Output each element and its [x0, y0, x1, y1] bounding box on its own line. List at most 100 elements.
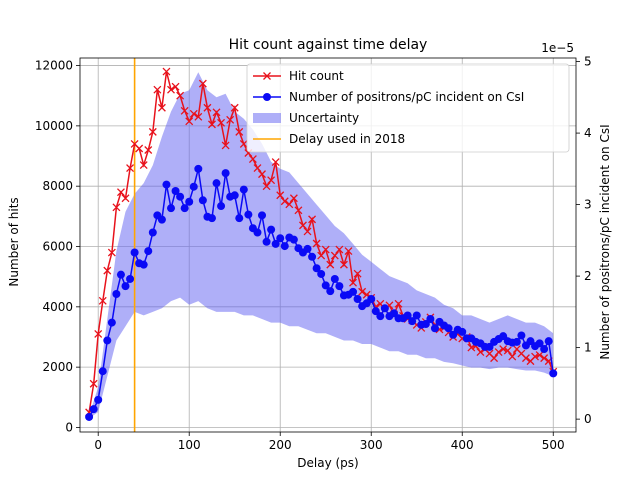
series-point: [394, 299, 403, 308]
series-point: [508, 352, 517, 361]
series-point: [535, 351, 544, 360]
series-point: [531, 352, 540, 361]
series-point: [335, 282, 344, 291]
series-point: [408, 317, 417, 326]
series-point: [317, 269, 326, 278]
series-point: [262, 237, 271, 246]
series-point: [253, 228, 262, 237]
series-point: [139, 260, 148, 269]
y2-axis-ticks: 0 1 2 3 4 5: [576, 55, 592, 426]
series-point: [412, 311, 421, 320]
legend-label: Hit count: [289, 69, 344, 83]
series-point: [308, 252, 317, 261]
y-tick-label: 2000: [42, 360, 73, 374]
series-point: [289, 235, 298, 244]
series-point: [258, 170, 266, 179]
y-tick-label: 0: [65, 420, 73, 434]
series-point: [194, 164, 203, 173]
series-point: [107, 248, 116, 257]
series-point: [130, 248, 139, 257]
series-point: [167, 204, 176, 213]
series-point: [549, 369, 558, 378]
series-point: [430, 324, 439, 333]
series-point: [139, 161, 148, 170]
series-point: [403, 311, 412, 320]
legend-box: [246, 63, 570, 153]
series-point: [221, 141, 230, 150]
x-tick-label: 100: [178, 438, 201, 452]
series-point: [98, 367, 107, 376]
series-point: [217, 202, 226, 211]
series-point: [171, 82, 180, 91]
y-tick-label: 10000: [35, 119, 73, 133]
legend-label: Delay used in 2018: [289, 132, 405, 146]
series-point: [353, 294, 362, 303]
y-tick-label: 6000: [42, 240, 73, 254]
series-point: [221, 169, 230, 178]
y-tick-label: 4000: [42, 300, 73, 314]
y-axis-label: Number of hits: [7, 197, 21, 286]
y-tick-label: 12000: [35, 59, 73, 73]
series-point: [540, 354, 549, 363]
series-point: [308, 215, 317, 224]
series-point: [148, 127, 157, 136]
x-tick-label: 0: [94, 438, 102, 452]
series-point: [321, 281, 330, 290]
series-point: [267, 176, 276, 185]
series-point: [148, 228, 157, 237]
series-point: [353, 269, 362, 278]
legend-label: Uncertainty: [289, 111, 359, 125]
series-point: [144, 146, 153, 154]
series-point: [230, 191, 239, 200]
series-point: [321, 245, 330, 254]
series-point: [230, 103, 239, 112]
series-point: [94, 395, 103, 404]
series-point: [344, 247, 353, 255]
legend: Hit count Number of positrons/pC incident…: [246, 63, 570, 153]
series-point: [121, 282, 130, 291]
series-point: [194, 112, 203, 121]
y2-tick-label: 3: [584, 198, 592, 212]
series-2: [85, 164, 558, 421]
series-point: [103, 266, 112, 275]
series-point: [185, 197, 194, 206]
series-point: [262, 182, 271, 191]
series-point: [490, 354, 499, 363]
series-point: [107, 318, 116, 327]
series-point: [271, 239, 280, 248]
y2-tick-label: 5: [584, 55, 592, 69]
series-point: [135, 144, 144, 153]
series-point: [207, 214, 216, 223]
series-point: [276, 191, 285, 200]
x-axis-label: Delay (ps): [297, 456, 358, 470]
series-point: [540, 345, 549, 354]
series-point: [330, 274, 339, 283]
series-point: [208, 120, 216, 129]
legend-marker: [263, 93, 271, 101]
chart-title: Hit count against time delay: [229, 37, 428, 53]
series-point: [126, 274, 135, 283]
series-point: [116, 188, 125, 197]
plot-frame: [79, 57, 577, 433]
series-point: [276, 234, 285, 243]
legend-marker: [263, 72, 271, 80]
series-point: [162, 180, 171, 189]
series-layer: [85, 67, 558, 421]
series-point: [253, 164, 262, 173]
series-point: [217, 118, 226, 127]
series-point: [339, 260, 348, 269]
series-point: [94, 330, 103, 338]
series-point: [112, 203, 121, 212]
series-point: [376, 312, 385, 321]
series-point: [185, 117, 194, 126]
series-point: [239, 140, 248, 148]
series-point: [285, 200, 294, 209]
series-point: [503, 346, 512, 355]
series-point: [176, 91, 185, 100]
series-point: [235, 214, 244, 223]
series-point: [458, 327, 467, 336]
y2-tick-label: 4: [584, 126, 592, 140]
series-point: [326, 260, 335, 269]
series-point: [226, 115, 235, 124]
y2-offset-text: 1e−5: [541, 41, 574, 55]
